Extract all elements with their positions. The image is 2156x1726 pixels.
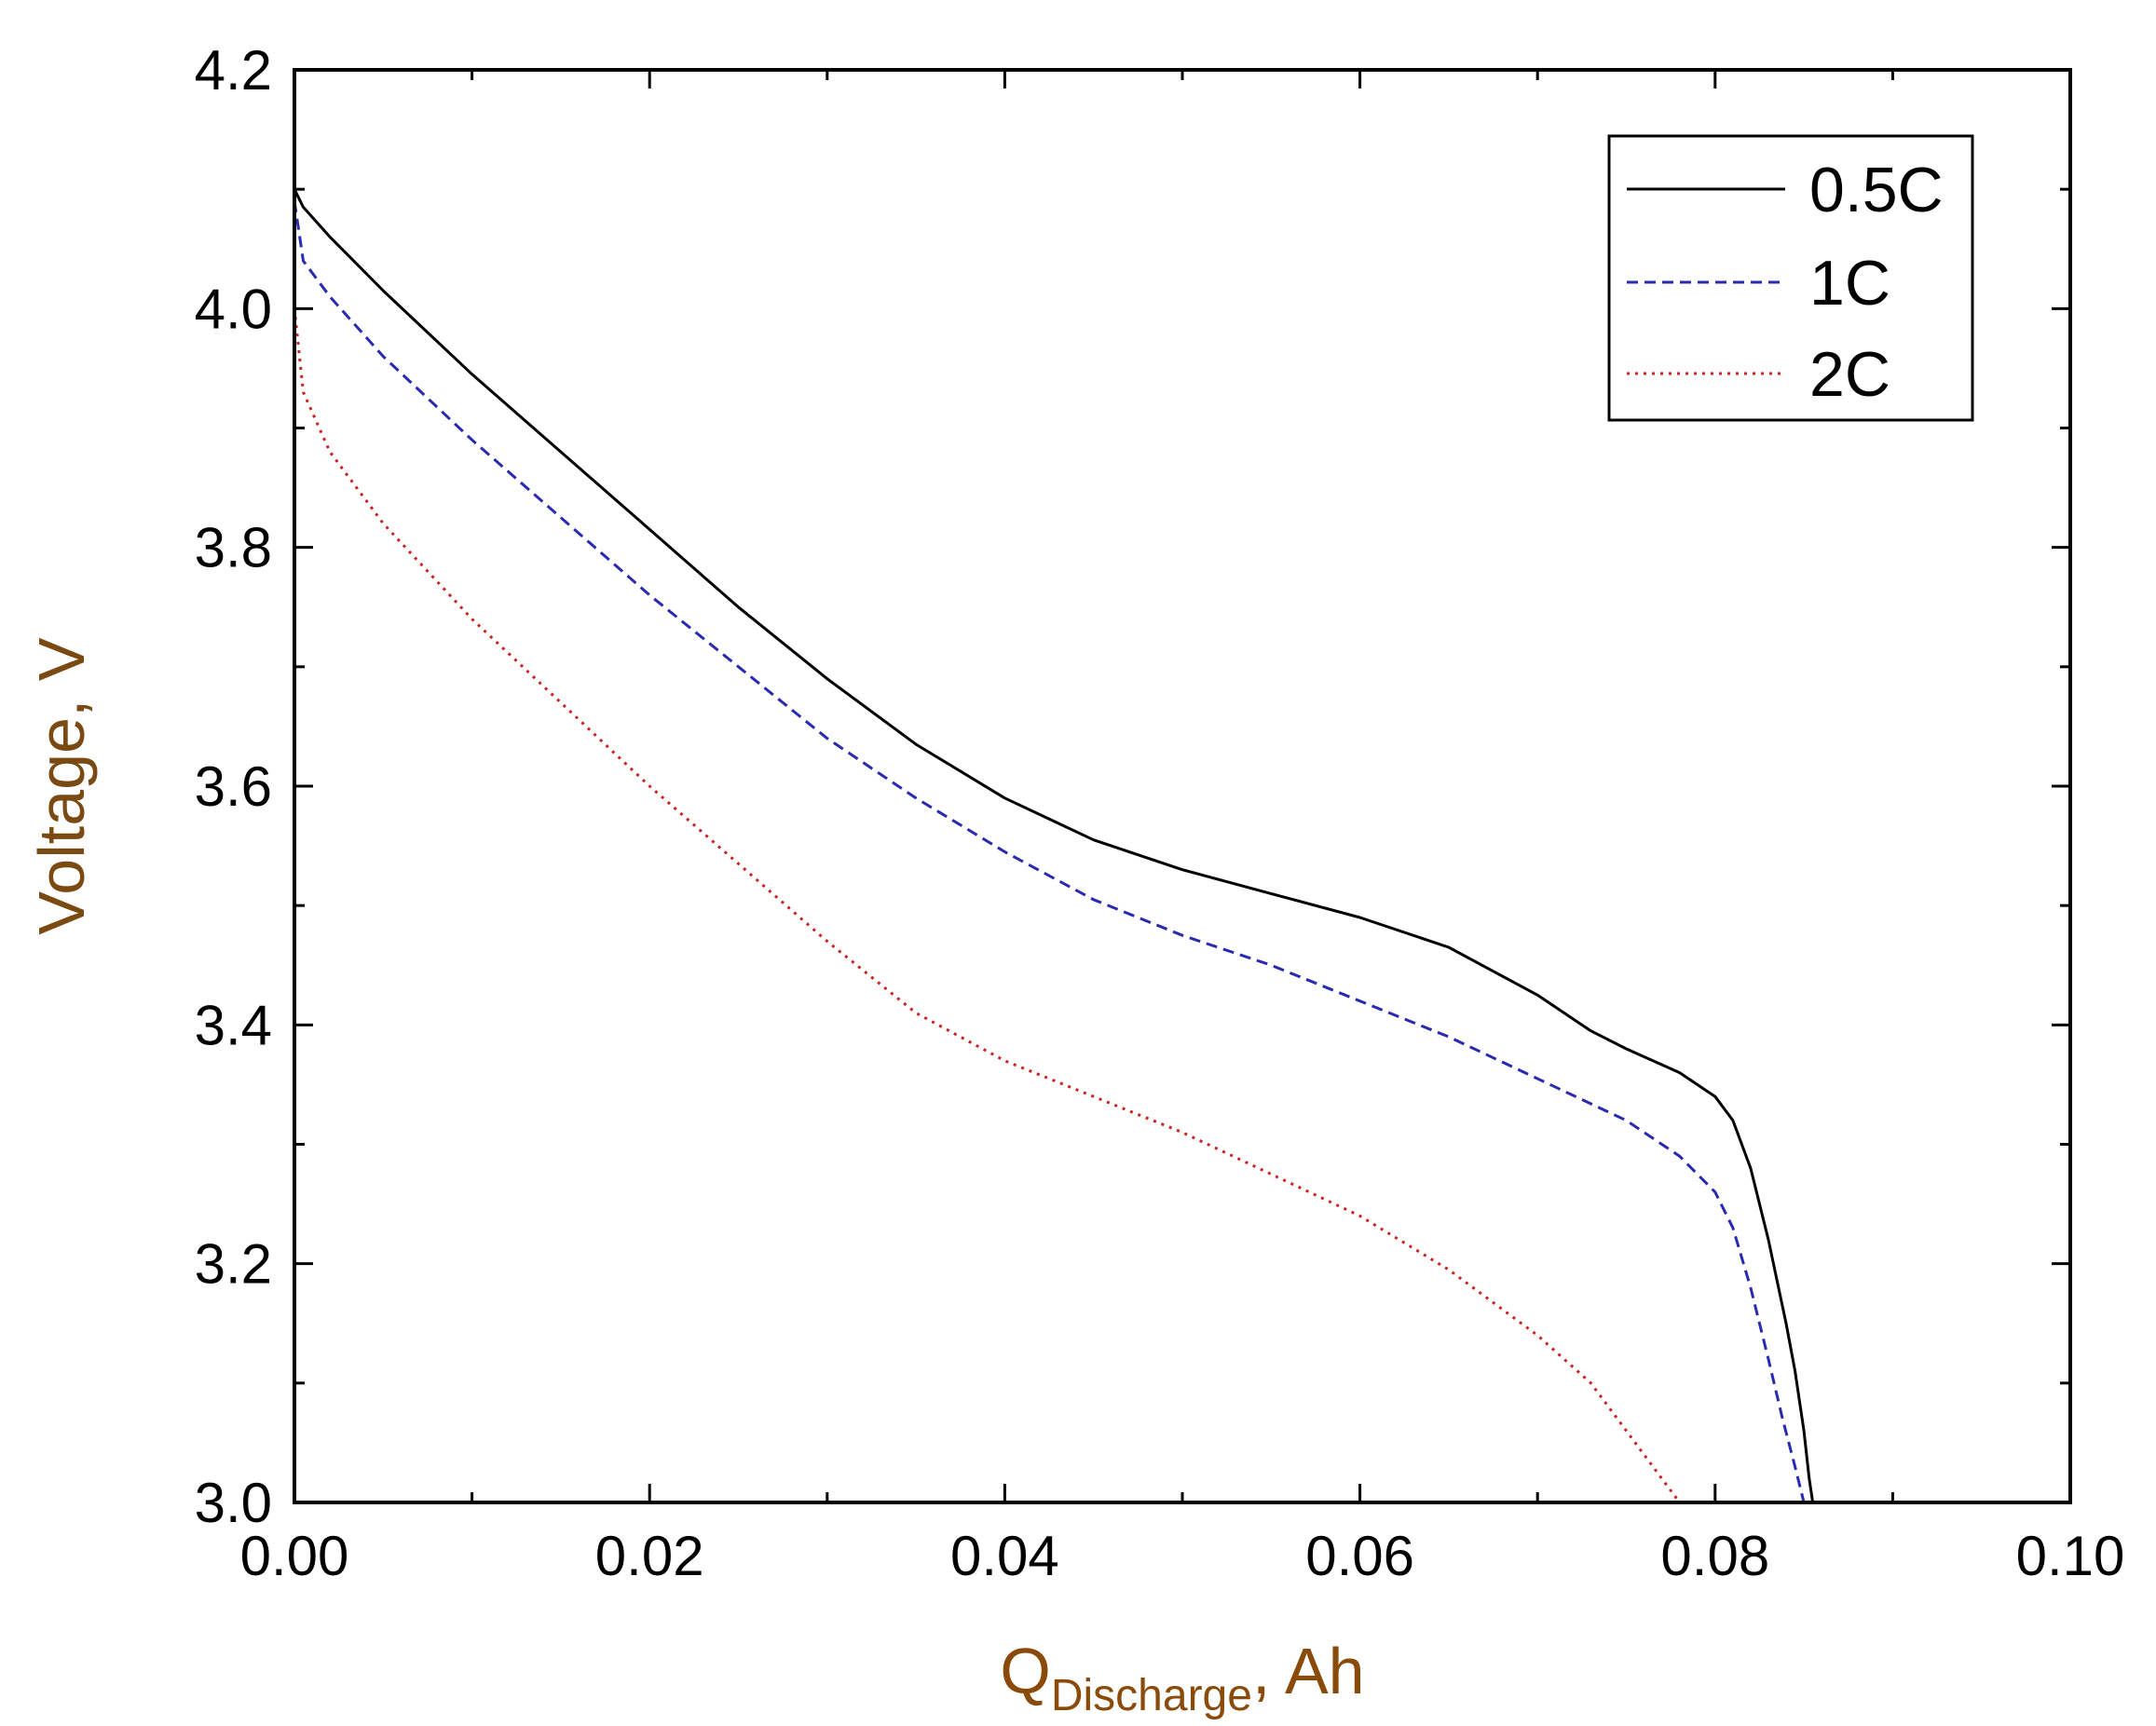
x-axis-title-subscript: Discharge — [1051, 1671, 1252, 1720]
x-axis-title: QDischarge, Ah — [1000, 1635, 1364, 1720]
series-line-0-5c — [294, 187, 1815, 1502]
legend-label: 2C — [1809, 339, 1890, 410]
legend-label: 0.5C — [1809, 155, 1944, 225]
series-line-1c — [294, 200, 1806, 1502]
x-axis-title-suffix: , Ah — [1252, 1635, 1365, 1707]
x-tick-label: 0.08 — [1660, 1525, 1769, 1587]
x-tick-label: 0.06 — [1305, 1525, 1414, 1587]
y-tick-label: 4.2 — [195, 39, 272, 102]
tick-layer: 0.00 0.02 0.04 0.06 0.08 0.10 3.0 3.2 3.4 3.6 3.8 4… — [195, 39, 2125, 1587]
x-axis-title-main: Q — [1000, 1635, 1050, 1707]
y-axis-title: Voltage, V — [25, 637, 98, 934]
y-tick-label: 3.0 — [195, 1472, 272, 1534]
y-tick-label: 4.0 — [195, 278, 272, 340]
legend-label: 1C — [1809, 248, 1890, 319]
x-tick-label: 0.02 — [595, 1525, 704, 1587]
y-tick-label: 3.4 — [195, 994, 272, 1056]
y-tick-label: 3.2 — [195, 1233, 272, 1296]
y-tick-label: 3.6 — [195, 755, 272, 818]
legend: 0.5C 1C 2C — [1607, 134, 1974, 422]
x-tick-label: 0.10 — [2016, 1525, 2125, 1587]
plot-frame — [293, 68, 2072, 1504]
series-layer — [294, 187, 1815, 1502]
y-tick-label: 3.8 — [195, 517, 272, 579]
x-tick-label: 0.00 — [240, 1525, 349, 1587]
x-tick-label: 0.04 — [950, 1525, 1059, 1587]
